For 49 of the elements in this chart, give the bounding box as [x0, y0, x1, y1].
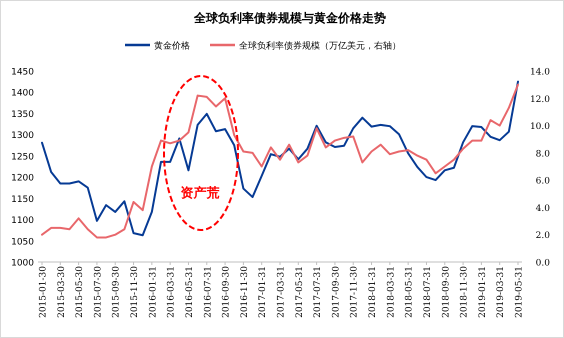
- x-tick-label: 2019-01-31: [478, 266, 488, 318]
- x-tick-label: 2019-03-31: [496, 266, 506, 318]
- y-tick-label: 1200: [11, 174, 34, 184]
- x-tick-label: 2017-11-30: [350, 266, 360, 318]
- x-tick-label: 2017-03-31: [276, 266, 286, 318]
- x-tick-label: 2015-01-30: [38, 266, 48, 318]
- x-tick-label: 2018-09-30: [441, 266, 452, 318]
- y2-tick-label: 14.0: [530, 68, 550, 78]
- x-tick-label: 2017-07-31: [313, 266, 324, 318]
- y-tick-label: 1300: [11, 131, 34, 142]
- y2-tick-label: 6.0: [536, 176, 550, 187]
- y-tick-label: 1150: [11, 194, 34, 205]
- legend-label: 全球负利率债券规模（万亿美元，右轴）: [239, 40, 401, 52]
- x-tick-label: 2017-09-30: [331, 266, 342, 318]
- y-tick-label: 1450: [11, 68, 34, 78]
- x-tick-label: 2018-03-31: [386, 266, 396, 318]
- x-tick-label: 2015-07-30: [93, 266, 104, 318]
- y-tick-label: 1350: [11, 110, 34, 120]
- x-tick-label: 2016-11-30: [240, 266, 250, 318]
- x-tick-label: 2019-05-31: [514, 266, 524, 318]
- x-tick-label: 2016-09-30: [222, 266, 232, 318]
- legend-label: 黄金价格: [154, 40, 190, 52]
- y-tick-label: 1000: [11, 258, 34, 268]
- y2-tick-label: 4.0: [536, 204, 550, 214]
- x-tick-label: 2016-03-31: [166, 266, 177, 318]
- x-tick-label: 2016-07-31: [203, 266, 214, 318]
- y2-tick-label: 8.0: [536, 149, 550, 160]
- y-tick-label: 1100: [11, 216, 34, 226]
- y-tick-label: 1400: [11, 88, 34, 99]
- x-tick-label: 2018-05-31: [404, 266, 415, 318]
- x-tick-label: 2016-01-31: [148, 266, 158, 318]
- x-tick-label: 2015-11-30: [130, 266, 140, 318]
- x-tick-label: 2016-05-31: [184, 266, 195, 318]
- x-tick-label: 2015-09-30: [112, 266, 122, 318]
- y2-tick-label: 10.0: [530, 122, 550, 132]
- x-tick-label: 2015-05-30: [75, 266, 86, 318]
- x-tick-label: 2018-01-31: [368, 266, 378, 318]
- y-tick-label: 1250: [11, 152, 34, 162]
- x-tick-label: 2018-11-30: [460, 266, 470, 318]
- x-tick-label: 2017-01-31: [258, 266, 268, 318]
- chart-title: 全球负利率债券规模与黄金价格走势: [193, 11, 386, 25]
- y2-tick-label: 2.0: [536, 231, 550, 242]
- y2-tick-label: 12.0: [530, 94, 550, 105]
- annotation: 资产荒: [180, 185, 220, 201]
- x-tick-label: 2015-03-30: [56, 266, 67, 318]
- y2-tick-label: 0.0: [536, 258, 550, 268]
- x-tick-label: 2017-05-31: [294, 266, 305, 318]
- y-tick-label: 1050: [11, 237, 34, 248]
- x-tick-label: 2018-07-31: [422, 266, 433, 318]
